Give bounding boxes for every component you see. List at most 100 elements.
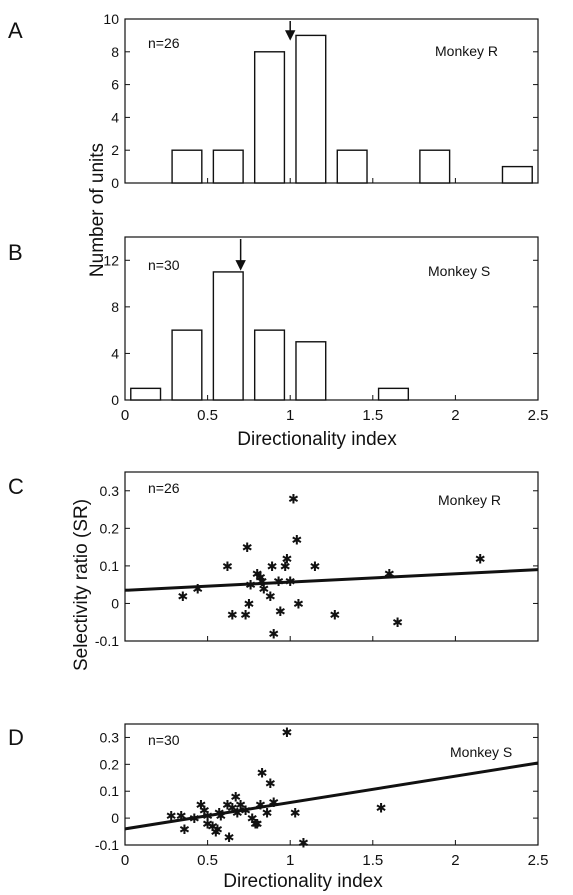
- y-tick-label: 0.3: [100, 483, 120, 499]
- scatter-point: ✱: [275, 605, 286, 620]
- scatter-point: ✱: [227, 801, 238, 816]
- x-tick-label: 2: [451, 852, 459, 869]
- scatter-point: ✱: [243, 597, 254, 612]
- scatter-point: ✱: [257, 575, 268, 590]
- scatter-point: ✱: [242, 541, 253, 556]
- scatter-point: ✱: [252, 817, 263, 832]
- x-tick-label: 1.5: [362, 852, 383, 869]
- panel-letter: D: [8, 725, 24, 750]
- histogram-bar: [295, 34, 327, 184]
- regression-line: [124, 761, 539, 831]
- scatter-point: ✱: [232, 807, 243, 822]
- histogram-bar: [377, 387, 410, 401]
- x-tick-label: 2: [451, 407, 459, 424]
- x-tick-label: 1.5: [362, 407, 383, 424]
- plot-frame: [124, 18, 539, 184]
- scatter-point: ✱: [202, 809, 213, 824]
- y-tick-label: 8: [111, 299, 119, 315]
- scatter-point: ✱: [245, 579, 256, 594]
- hist-y-axis-label: Number of units: [87, 143, 108, 277]
- x-tick-label: 1: [286, 407, 294, 424]
- scatter-point: ✱: [227, 609, 238, 624]
- plot-frame: [124, 471, 539, 642]
- scatter-point: ✱: [273, 575, 284, 590]
- scatter-point: ✱: [285, 575, 296, 590]
- y-tick-label: 0.2: [100, 520, 120, 536]
- scatter-point: ✱: [291, 534, 302, 549]
- scatter-point: ✱: [235, 799, 246, 814]
- scatter-point: ✱: [222, 560, 233, 575]
- panel-b: B 0 4 8 12 0 0.5 1 1.5 2 2.5 n=30 Monkey S: [8, 236, 549, 424]
- scatter-point: ✱: [262, 807, 273, 822]
- y-tick-label: 0: [111, 392, 119, 408]
- scatter-point: ✱: [255, 799, 266, 814]
- scatter-point: ✱: [214, 807, 225, 822]
- scatter-point: ✱: [192, 582, 203, 597]
- scatter-point: ✱: [376, 801, 387, 816]
- x-tick-label: 0.5: [197, 852, 218, 869]
- y-tick-label: 10: [103, 11, 119, 27]
- scatter-point: ✱: [268, 796, 279, 811]
- mean-arrow-head: [284, 30, 296, 41]
- n-label: n=26: [148, 35, 180, 51]
- scatter-point: ✱: [240, 609, 251, 624]
- x-tick-label: 2.5: [528, 407, 549, 424]
- scatter-point: ✱: [255, 571, 266, 586]
- y-tick-label: -0.1: [95, 633, 119, 649]
- scatter-point: ✱: [199, 804, 210, 819]
- histogram-bar: [212, 149, 244, 184]
- histogram-bar: [501, 165, 533, 184]
- scatter-point: ✱: [224, 831, 235, 846]
- y-tick-label: 0: [111, 595, 119, 611]
- scatter-point: ✱: [267, 560, 278, 575]
- n-label: n=26: [148, 480, 180, 496]
- x-tick-label: 0.5: [197, 407, 218, 424]
- monkey-label: Monkey S: [428, 263, 490, 279]
- mean-arrow-head: [235, 260, 246, 271]
- monkey-label: Monkey R: [438, 492, 501, 508]
- scatter-y-axis-label: Selectivity ratio (SR): [71, 499, 92, 671]
- scatter-point: ✱: [265, 777, 276, 792]
- panel-a: A 0 2 4 6 8 10 n=26 Monkey R: [8, 11, 539, 191]
- y-tick-label: 0.1: [100, 558, 120, 574]
- scatter-point: ✱: [281, 726, 292, 741]
- histogram-bar: [336, 149, 368, 184]
- y-tick-label: 0: [111, 175, 119, 191]
- mid-x-axis-label: Directionality index: [237, 429, 397, 450]
- scatter-point: ✱: [189, 812, 200, 827]
- histogram-bar: [295, 341, 327, 401]
- x-tick-label: 0: [121, 852, 129, 869]
- y-tick-label: 4: [111, 109, 119, 125]
- scatter-point: ✱: [196, 799, 207, 814]
- panel-letter: C: [8, 474, 24, 499]
- scatter-point: ✱: [280, 560, 291, 575]
- scatter-point: ✱: [222, 799, 233, 814]
- scatter-point: ✱: [258, 582, 269, 597]
- scatter-point: ✱: [475, 552, 486, 567]
- scatter-point: ✱: [166, 809, 177, 824]
- scatter-point: ✱: [250, 817, 261, 832]
- scatter-point: ✱: [290, 807, 301, 822]
- y-tick-label: -0.1: [95, 837, 119, 853]
- y-tick-label: 0.2: [100, 756, 120, 772]
- scatter-point: ✱: [329, 609, 340, 624]
- panel-letter: B: [8, 240, 23, 265]
- x-tick-label: 2.5: [528, 852, 549, 869]
- scatter-point: ✱: [247, 812, 258, 827]
- histogram-bar: [253, 329, 286, 401]
- bottom-x-axis-label: Directionality index: [223, 871, 383, 892]
- x-tick-label: 1: [286, 852, 294, 869]
- y-tick-label: 0: [111, 810, 119, 826]
- scatter-point: ✱: [215, 809, 226, 824]
- scatter-point: ✱: [240, 804, 251, 819]
- y-tick-label: 2: [111, 142, 119, 158]
- x-tick-label: 0: [121, 407, 129, 424]
- scatter-point: ✱: [293, 597, 304, 612]
- scatter-point: ✱: [288, 492, 299, 507]
- monkey-label: Monkey R: [435, 43, 498, 59]
- histogram-bar: [212, 271, 244, 401]
- scatter-point: ✱: [384, 567, 395, 582]
- n-label: n=30: [148, 732, 180, 748]
